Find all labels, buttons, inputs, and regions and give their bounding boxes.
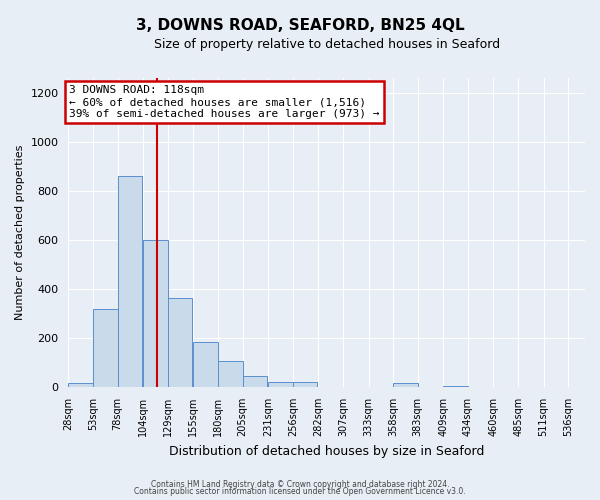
- Bar: [218, 362, 242, 387]
- Bar: [443, 386, 468, 387]
- Bar: [168, 298, 193, 387]
- Bar: [68, 384, 93, 387]
- X-axis label: Distribution of detached houses by size in Seaford: Distribution of detached houses by size …: [169, 444, 484, 458]
- Bar: [242, 376, 267, 387]
- Bar: [268, 382, 293, 387]
- Text: Contains HM Land Registry data © Crown copyright and database right 2024.: Contains HM Land Registry data © Crown c…: [151, 480, 449, 489]
- Text: Contains public sector information licensed under the Open Government Licence v3: Contains public sector information licen…: [134, 488, 466, 496]
- Bar: [93, 308, 118, 387]
- Bar: [193, 342, 218, 387]
- Bar: [393, 384, 418, 387]
- Bar: [293, 382, 317, 387]
- Bar: [143, 240, 168, 387]
- Title: Size of property relative to detached houses in Seaford: Size of property relative to detached ho…: [154, 38, 500, 51]
- Y-axis label: Number of detached properties: Number of detached properties: [15, 145, 25, 320]
- Bar: [118, 176, 142, 387]
- Text: 3, DOWNS ROAD, SEAFORD, BN25 4QL: 3, DOWNS ROAD, SEAFORD, BN25 4QL: [136, 18, 464, 32]
- Text: 3 DOWNS ROAD: 118sqm
← 60% of detached houses are smaller (1,516)
39% of semi-de: 3 DOWNS ROAD: 118sqm ← 60% of detached h…: [70, 86, 380, 118]
